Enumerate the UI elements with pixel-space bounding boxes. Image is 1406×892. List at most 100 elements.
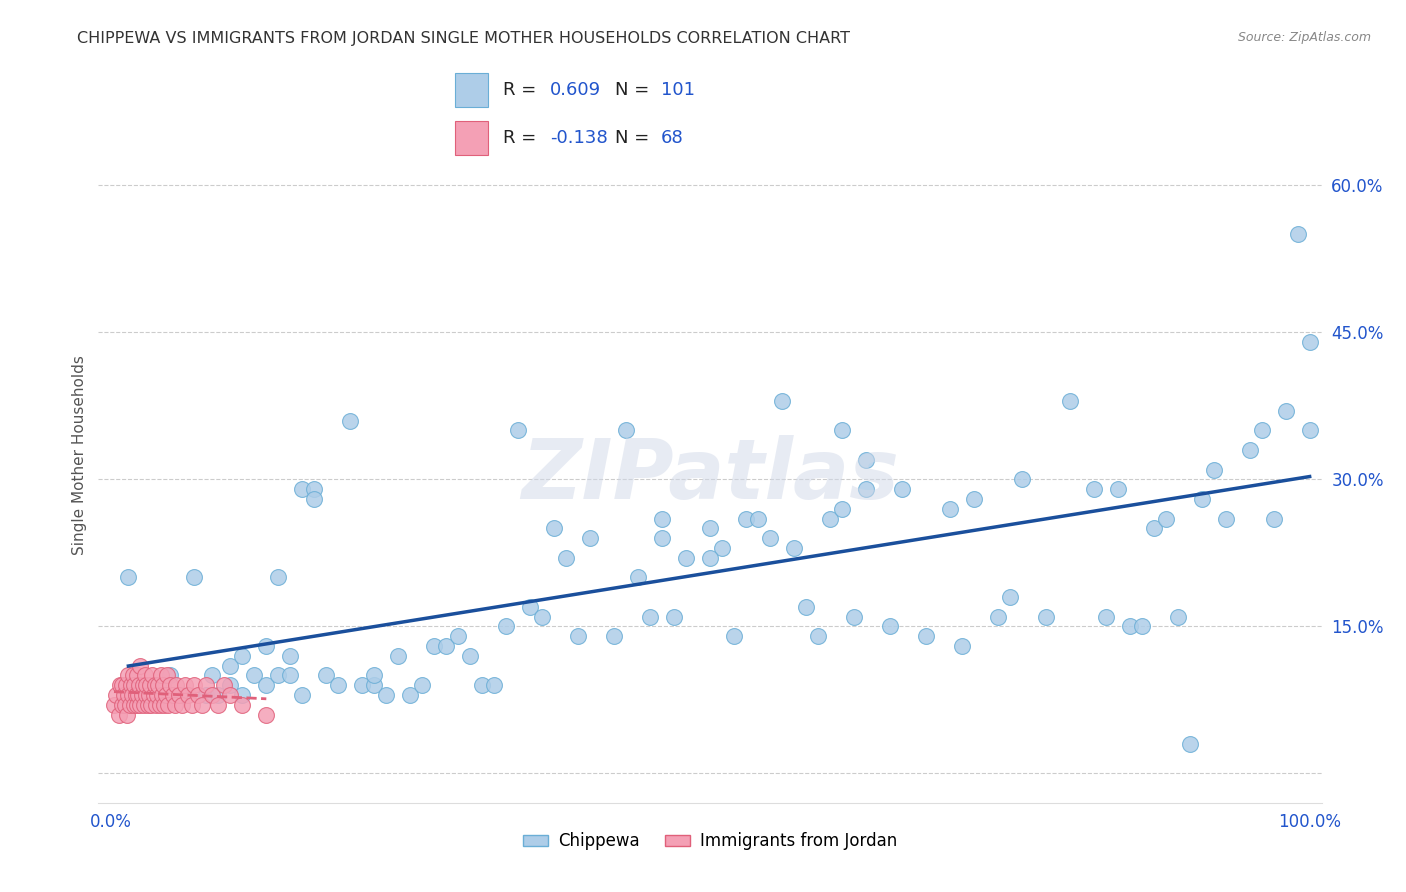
- Point: [675, 550, 697, 565]
- Point: [555, 550, 578, 565]
- Point: [794, 599, 817, 614]
- Point: [1298, 335, 1320, 350]
- Point: [363, 668, 385, 682]
- Point: [145, 698, 167, 712]
- Point: [1298, 424, 1320, 438]
- Point: [124, 688, 146, 702]
- Point: [987, 609, 1010, 624]
- Point: [254, 678, 277, 692]
- Point: [125, 668, 148, 682]
- Point: [614, 424, 637, 438]
- Point: [148, 678, 170, 692]
- Point: [207, 688, 229, 702]
- Point: [267, 668, 290, 682]
- Point: [254, 639, 277, 653]
- Point: [177, 688, 200, 702]
- Point: [125, 698, 148, 712]
- Text: 0.609: 0.609: [550, 80, 602, 99]
- Point: [638, 609, 661, 624]
- FancyBboxPatch shape: [456, 73, 488, 106]
- Point: [267, 570, 290, 584]
- Point: [114, 698, 136, 712]
- Point: [278, 648, 301, 663]
- Point: [127, 688, 149, 702]
- Point: [146, 688, 169, 702]
- Point: [156, 668, 179, 682]
- Point: [117, 688, 139, 702]
- Point: [219, 658, 242, 673]
- Point: [207, 698, 229, 712]
- Point: [165, 698, 187, 712]
- Point: [117, 668, 139, 682]
- Text: R =: R =: [503, 80, 543, 99]
- Point: [172, 688, 194, 702]
- Point: [519, 599, 541, 614]
- Point: [111, 678, 134, 692]
- Point: [214, 678, 236, 692]
- Point: [105, 688, 128, 702]
- Point: [138, 688, 160, 702]
- Point: [1011, 472, 1033, 486]
- Point: [155, 688, 177, 702]
- Point: [1167, 609, 1189, 624]
- Point: [458, 648, 481, 663]
- Point: [363, 678, 385, 692]
- Point: [304, 482, 326, 496]
- Point: [132, 678, 155, 692]
- Point: [139, 678, 162, 692]
- Text: R =: R =: [503, 128, 543, 147]
- Point: [141, 698, 163, 712]
- Point: [159, 678, 181, 692]
- Y-axis label: Single Mother Households: Single Mother Households: [72, 355, 87, 555]
- Point: [1239, 443, 1261, 458]
- Point: [129, 698, 152, 712]
- Point: [278, 668, 301, 682]
- Point: [387, 648, 409, 663]
- Point: [1215, 511, 1237, 525]
- Point: [115, 678, 138, 692]
- Point: [128, 678, 150, 692]
- Point: [711, 541, 734, 555]
- Legend: Chippewa, Immigrants from Jordan: Chippewa, Immigrants from Jordan: [516, 826, 904, 857]
- Point: [152, 678, 174, 692]
- Point: [124, 698, 146, 712]
- Point: [131, 688, 153, 702]
- Point: [1119, 619, 1142, 633]
- Point: [998, 590, 1021, 604]
- Point: [153, 698, 176, 712]
- Point: [963, 491, 986, 506]
- Point: [770, 394, 793, 409]
- Point: [352, 678, 374, 692]
- Point: [231, 698, 253, 712]
- Point: [156, 698, 179, 712]
- Point: [108, 678, 131, 692]
- Point: [143, 678, 166, 692]
- Point: [162, 688, 184, 702]
- Point: [579, 531, 602, 545]
- Point: [129, 658, 152, 673]
- Point: [339, 414, 361, 428]
- Point: [231, 688, 253, 702]
- Point: [118, 698, 141, 712]
- FancyBboxPatch shape: [456, 121, 488, 155]
- Point: [124, 678, 146, 692]
- Point: [543, 521, 565, 535]
- Text: 101: 101: [661, 80, 695, 99]
- Point: [699, 550, 721, 565]
- Point: [167, 688, 190, 702]
- Point: [134, 668, 156, 682]
- Point: [190, 698, 212, 712]
- Point: [1286, 227, 1309, 242]
- Point: [855, 452, 877, 467]
- Point: [149, 698, 172, 712]
- Point: [1178, 737, 1201, 751]
- Point: [173, 678, 195, 692]
- Point: [567, 629, 589, 643]
- Point: [1130, 619, 1153, 633]
- Point: [699, 521, 721, 535]
- Point: [112, 688, 135, 702]
- Point: [304, 491, 326, 506]
- Text: ZIPatlas: ZIPatlas: [522, 435, 898, 516]
- Point: [121, 688, 143, 702]
- Point: [950, 639, 973, 653]
